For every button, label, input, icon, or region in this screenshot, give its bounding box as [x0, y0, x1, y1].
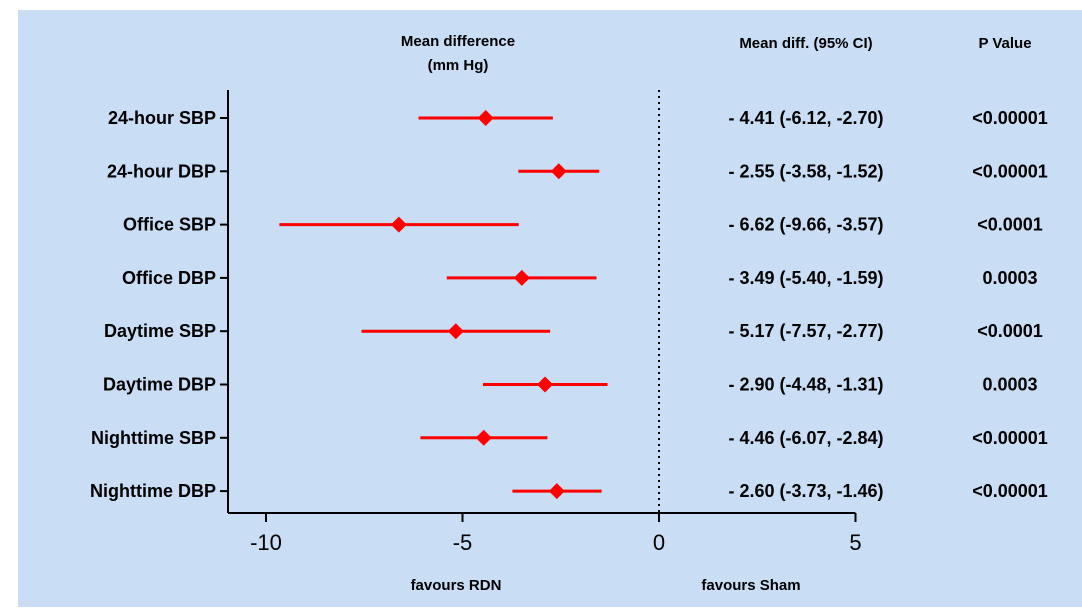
- header-mean-difference: Mean difference: [401, 33, 515, 50]
- mean-marker: [390, 216, 407, 233]
- row-label: Nighttime DBP: [90, 481, 216, 501]
- p-value: <0.00001: [972, 481, 1048, 501]
- p-value: <0.00001: [972, 108, 1048, 128]
- mean-marker: [550, 163, 567, 180]
- p-value: 0.0003: [982, 375, 1037, 395]
- ci-text: - 4.46 (-6.07, -2.84): [728, 428, 883, 448]
- mean-marker: [548, 483, 565, 500]
- row-label: Daytime SBP: [104, 321, 216, 341]
- ci-text: - 2.55 (-3.58, -1.52): [728, 161, 883, 181]
- p-value: <0.00001: [972, 428, 1048, 448]
- x-tick-label: -5: [453, 530, 473, 555]
- row-label: Office SBP: [123, 215, 216, 235]
- chart-panel: [18, 10, 1082, 607]
- ci-text: - 6.62 (-9.66, -3.57): [728, 215, 883, 235]
- row-label: Nighttime SBP: [91, 428, 216, 448]
- row-label: Office DBP: [122, 268, 216, 288]
- row-label: 24-hour DBP: [107, 161, 216, 181]
- mean-marker: [447, 323, 464, 340]
- plot-area: -10 -5 0 5 24-hour SBP - 4.41 (-6.12, -2.70) <…: [90, 90, 1048, 555]
- p-value: <0.00001: [972, 161, 1048, 181]
- xlabel-favours-sham: favours Sham: [701, 577, 800, 594]
- x-tick-label: 5: [849, 530, 861, 555]
- header-ci: Mean diff. (95% CI): [739, 35, 872, 52]
- mean-marker: [537, 376, 554, 393]
- ci-text: - 2.60 (-3.73, -1.46): [728, 481, 883, 501]
- ci-text: - 5.17 (-7.57, -2.77): [728, 321, 883, 341]
- x-tick-label: 0: [653, 530, 665, 555]
- header-mean-difference-unit: (mm Hg): [428, 57, 489, 74]
- mean-marker: [477, 110, 494, 126]
- x-tick-label: -10: [250, 530, 282, 555]
- ci-text: - 3.49 (-5.40, -1.59): [728, 268, 883, 288]
- header-p-value: P Value: [978, 35, 1031, 52]
- mean-marker: [475, 429, 492, 446]
- xlabel-favours-rdn: favours RDN: [411, 577, 502, 594]
- mean-marker: [513, 269, 530, 286]
- row-label: 24-hour SBP: [108, 108, 216, 128]
- p-value: <0.0001: [977, 321, 1043, 341]
- ci-text: - 2.90 (-4.48, -1.31): [728, 375, 883, 395]
- row-label: Daytime DBP: [103, 375, 216, 395]
- ci-text: - 4.41 (-6.12, -2.70): [728, 108, 883, 128]
- p-value: <0.0001: [977, 215, 1043, 235]
- p-value: 0.0003: [982, 268, 1037, 288]
